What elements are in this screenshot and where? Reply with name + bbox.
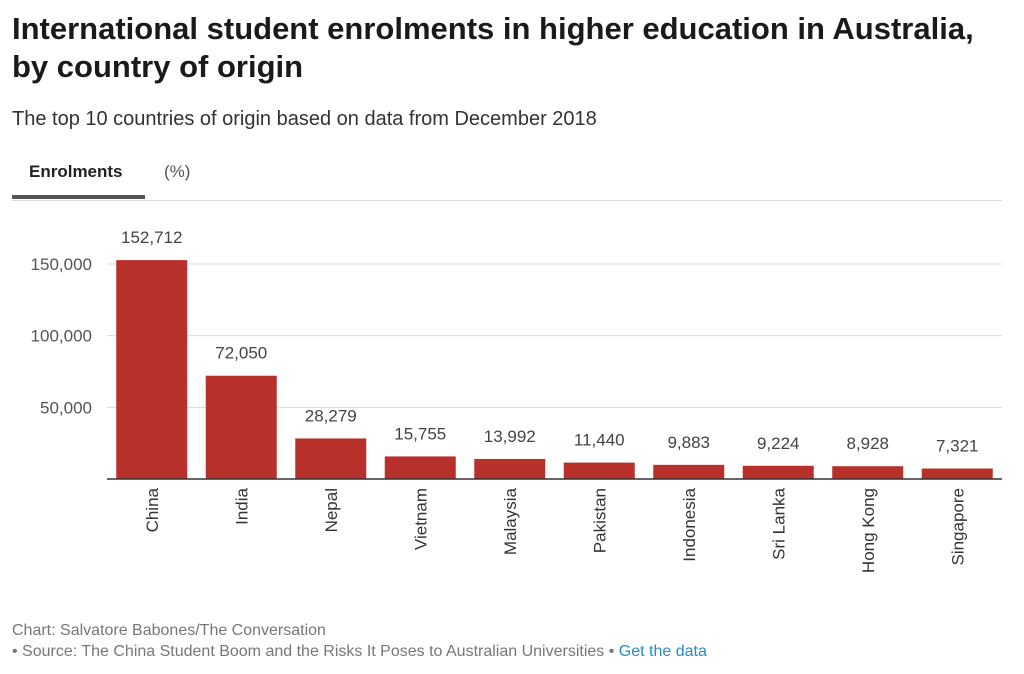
tab-bar: Enrolments (%): [12, 152, 1002, 201]
category-label: Indonesia: [680, 487, 699, 561]
category-label: India: [232, 487, 251, 524]
category-label: Malaysia: [501, 487, 520, 555]
value-label: 13,992: [484, 427, 536, 446]
bar[interactable]: [563, 462, 635, 479]
bar[interactable]: [205, 375, 277, 479]
bar[interactable]: [295, 438, 367, 479]
category-label: Singapore: [948, 488, 967, 566]
value-label: 72,050: [215, 344, 267, 363]
bar[interactable]: [384, 456, 456, 479]
value-label: 9,224: [757, 434, 800, 453]
y-tick-label: 50,000: [40, 398, 92, 417]
y-tick-label: 150,000: [31, 255, 92, 274]
chart-subtitle: The top 10 countries of origin based on …: [12, 108, 597, 130]
chart-credit: Chart: Salvatore Babones/The Conversatio…: [12, 622, 326, 639]
value-label: 9,883: [667, 433, 710, 452]
get-data-link[interactable]: Get the data: [618, 643, 707, 660]
value-label: 15,755: [394, 424, 446, 443]
bars: [116, 260, 993, 479]
y-tick-label: 100,000: [31, 327, 92, 346]
category-label: Vietnam: [411, 488, 430, 550]
value-label: 28,279: [305, 406, 357, 425]
category-label: Nepal: [322, 488, 341, 532]
bar[interactable]: [474, 458, 546, 479]
value-label: 152,712: [121, 228, 182, 247]
value-labels: 152,712 72,050 28,279 15,755 13,992 11,440 9,8…: [121, 228, 979, 455]
category-label: Hong Kong: [859, 488, 878, 573]
bar[interactable]: [921, 468, 993, 479]
chart-title: International student enrolments in high…: [12, 11, 974, 84]
bar[interactable]: [742, 465, 814, 479]
source-line: • Source: The China Student Boom and the…: [12, 641, 707, 662]
source-text: • Source: The China Student Boom and the…: [12, 643, 615, 660]
tab-percent[interactable]: (%): [164, 162, 191, 181]
category-label: China: [143, 487, 162, 532]
value-label: 11,440: [574, 431, 625, 450]
value-label: 8,928: [846, 434, 889, 453]
axes: 50,000 100,000 150,000 China India Nepal Vietn…: [31, 255, 1002, 573]
bar[interactable]: [832, 466, 904, 479]
category-label: Sri Lanka: [769, 487, 788, 559]
bar[interactable]: [116, 260, 188, 479]
chart-footer: Chart: Salvatore Babones/The Conversatio…: [12, 620, 707, 662]
category-label: Pakistan: [590, 488, 609, 553]
tab-enrolments[interactable]: Enrolments: [12, 161, 145, 199]
bar[interactable]: [653, 464, 725, 479]
value-label: 7,321: [936, 437, 979, 456]
